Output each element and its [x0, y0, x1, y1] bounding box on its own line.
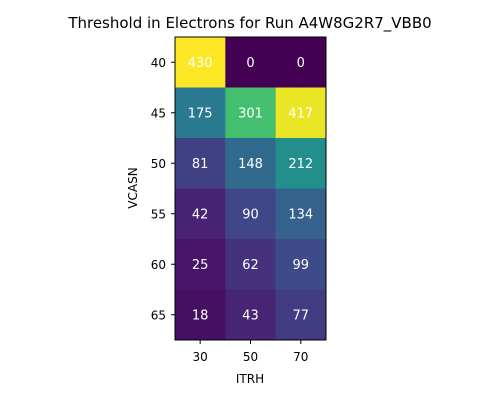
- heatmap-cell: [275, 138, 327, 189]
- cell-value-label: 18: [192, 308, 209, 323]
- x-axis-label: ITRH: [236, 372, 264, 386]
- heatmap-cell: [225, 239, 276, 290]
- cell-value-label: 301: [238, 106, 263, 121]
- y-tick-label: 50: [151, 157, 166, 171]
- heatmap-cell: [175, 239, 226, 290]
- cell-value-label: 90: [242, 207, 259, 222]
- y-tick-label: 45: [151, 106, 166, 120]
- cell-value-label: 25: [192, 258, 209, 273]
- heatmap-cell: [175, 188, 226, 240]
- cell-value-label: 62: [242, 258, 259, 273]
- heatmap-cell: [275, 37, 327, 88]
- heatmap-cell: [275, 188, 327, 240]
- cell-value-label: 77: [293, 308, 310, 323]
- heatmap-cell: [175, 37, 226, 88]
- heatmap-cell: [225, 289, 276, 341]
- cell-value-label: 0: [246, 56, 254, 71]
- heatmap-cells: [175, 37, 327, 341]
- heatmap-cell: [225, 188, 276, 240]
- heatmap-cell: [225, 37, 276, 88]
- y-tick-label: 65: [151, 308, 166, 322]
- heatmap-cell: [275, 239, 327, 290]
- y-tick-label: 60: [151, 258, 166, 272]
- heatmap-cell: [225, 87, 276, 139]
- y-axis-label: VCASN: [126, 167, 140, 208]
- y-axis-ticks: 40 45 50 55 60 65: [151, 56, 175, 322]
- x-tick-label: 50: [243, 350, 258, 364]
- x-axis-ticks: 30 50 70: [193, 340, 308, 364]
- cell-value-labels: 430 0 0 175 301 417 81 148 212 42 90 134 25 62 99 18 43 7…: [188, 56, 313, 324]
- cell-value-label: 42: [192, 207, 209, 222]
- cell-value-label: 417: [288, 106, 313, 121]
- y-tick-label: 55: [151, 207, 166, 221]
- chart-title: Threshold in Electrons for Run A4W8G2R7_…: [67, 14, 431, 33]
- cell-value-label: 0: [297, 56, 305, 71]
- cell-value-label: 175: [188, 106, 213, 121]
- heatmap-cell: [175, 87, 226, 139]
- cell-value-label: 43: [242, 308, 259, 323]
- cell-value-label: 148: [238, 157, 263, 172]
- cell-value-label: 99: [293, 258, 310, 273]
- heatmap-cell: [175, 138, 226, 189]
- heatmap-cell: [175, 289, 226, 341]
- x-tick-label: 30: [193, 350, 208, 364]
- cell-value-label: 430: [188, 56, 213, 71]
- heatmap-cell: [275, 289, 327, 341]
- cell-value-label: 81: [192, 157, 209, 172]
- heatmap-cell: [275, 87, 327, 139]
- y-tick-label: 40: [151, 56, 166, 70]
- x-tick-label: 70: [293, 350, 308, 364]
- cell-value-label: 212: [288, 157, 313, 172]
- cell-value-label: 134: [288, 207, 313, 222]
- heatmap-cell: [225, 138, 276, 189]
